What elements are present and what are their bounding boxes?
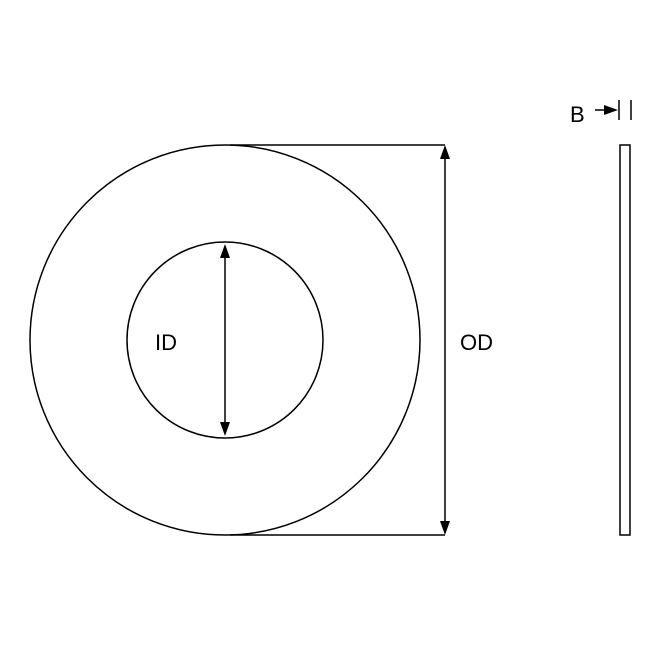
- washer-diagram: ID OD B: [0, 0, 670, 670]
- b-label: B: [570, 102, 585, 128]
- od-label: OD: [460, 330, 493, 356]
- diagram-svg: [0, 0, 670, 670]
- id-label: ID: [155, 330, 177, 356]
